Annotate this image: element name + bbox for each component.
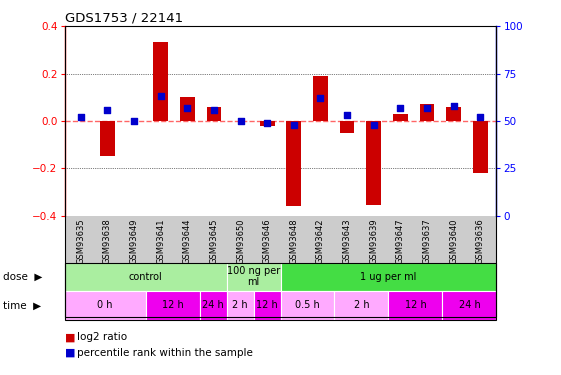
Bar: [100, 121, 114, 156]
Bar: [393, 114, 408, 121]
Point: [76, 114, 85, 120]
Point: [289, 122, 298, 128]
Text: control: control: [128, 272, 162, 282]
Text: 0 h: 0 h: [97, 300, 113, 310]
Point: [369, 122, 378, 128]
Bar: [340, 121, 355, 133]
Bar: [153, 42, 168, 121]
Text: 0.5 h: 0.5 h: [295, 300, 320, 310]
Text: percentile rank within the sample: percentile rank within the sample: [77, 348, 253, 357]
Text: 2 h: 2 h: [232, 300, 248, 310]
Bar: [473, 121, 488, 173]
Bar: [447, 107, 461, 121]
Text: 2 h: 2 h: [353, 300, 369, 310]
Bar: [260, 121, 274, 126]
Text: 12 h: 12 h: [256, 300, 278, 310]
Text: ■: ■: [65, 333, 75, 342]
Bar: [366, 121, 381, 205]
Bar: [180, 97, 195, 121]
Text: GDS1753 / 22141: GDS1753 / 22141: [65, 11, 183, 24]
Text: time  ▶: time ▶: [3, 300, 41, 310]
Point: [209, 106, 218, 112]
Point: [263, 120, 272, 126]
Point: [476, 114, 485, 120]
Text: 24 h: 24 h: [202, 300, 224, 310]
Text: log2 ratio: log2 ratio: [77, 333, 127, 342]
Point: [316, 95, 325, 101]
Point: [130, 118, 139, 124]
Point: [236, 118, 245, 124]
Text: 100 ng per
ml: 100 ng per ml: [227, 266, 280, 287]
Text: dose  ▶: dose ▶: [3, 272, 42, 282]
Bar: [420, 104, 434, 121]
Point: [343, 112, 352, 118]
Point: [156, 93, 165, 99]
Bar: [287, 121, 301, 206]
Text: 1 ug per ml: 1 ug per ml: [360, 272, 417, 282]
Point: [422, 105, 431, 111]
Point: [103, 106, 112, 112]
Bar: [313, 76, 328, 121]
Text: ■: ■: [65, 348, 75, 357]
Point: [183, 105, 192, 111]
Text: 24 h: 24 h: [458, 300, 480, 310]
Text: 12 h: 12 h: [162, 300, 183, 310]
Text: 12 h: 12 h: [404, 300, 426, 310]
Point: [396, 105, 405, 111]
Bar: [206, 107, 221, 121]
Point: [449, 103, 458, 109]
